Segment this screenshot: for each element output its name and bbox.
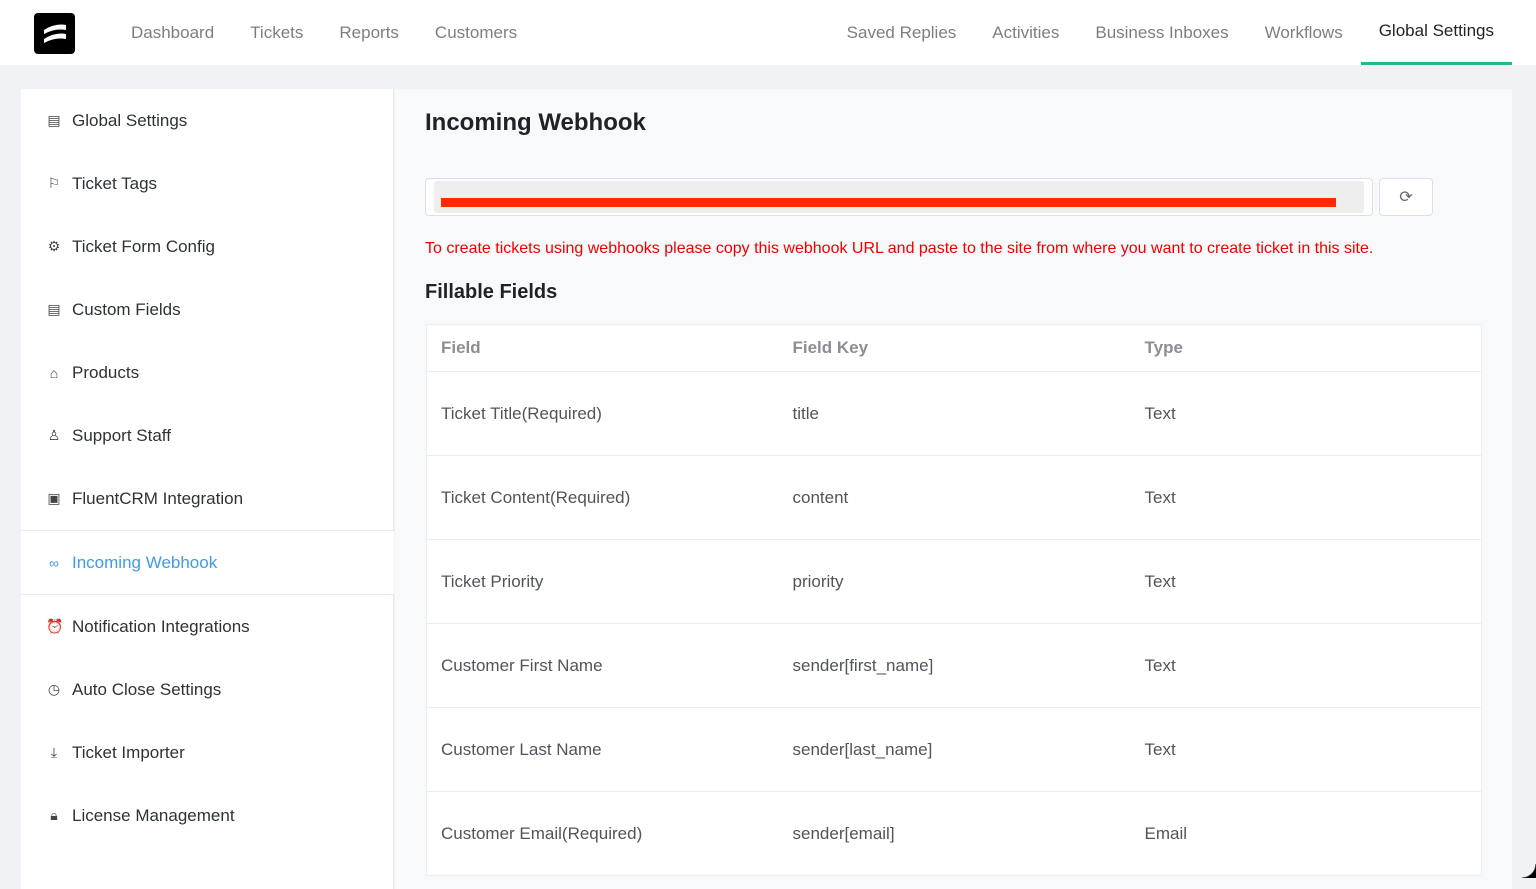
sidebar-item-global-settings[interactable]: ▤ Global Settings	[21, 89, 393, 152]
sidebar-item-label: Ticket Tags	[72, 173, 158, 193]
sidebar-item-ticket-importer[interactable]: ⤓ Ticket Importer	[21, 721, 393, 784]
table-row: Ticket Title(Required) title Text	[426, 371, 1482, 456]
bag-icon: ⌂	[49, 364, 59, 381]
cell-field-key: sender[last_name]	[778, 707, 1131, 792]
cell-type: Email	[1130, 791, 1482, 876]
lock-icon: 🔒︎	[50, 807, 58, 823]
sidebar-item-ticket-tags[interactable]: ⚐ Ticket Tags	[21, 152, 393, 215]
cell-field: Ticket Priority	[426, 539, 779, 624]
sidebar-item-auto-close-settings[interactable]: ◷ Auto Close Settings	[21, 658, 393, 721]
fillable-fields-title: Fillable Fields	[425, 281, 558, 303]
sidebar-item-label: Auto Close Settings	[72, 679, 222, 699]
sidebar-item-label: Global Settings	[72, 110, 188, 130]
webhook-url-field[interactable]	[425, 178, 1373, 216]
link-icon: ∞	[49, 554, 59, 571]
nav-tickets[interactable]: Tickets	[250, 22, 304, 42]
refresh-icon: ⟳	[1399, 189, 1413, 206]
sidebar-item-label: Notification Integrations	[72, 616, 250, 636]
sidebar-item-notification-integrations[interactable]: ⏰ Notification Integrations	[21, 595, 393, 658]
list-document-icon: ▤	[47, 301, 61, 317]
sidebar-item-label: Custom Fields	[72, 299, 181, 319]
table-row: Customer First Name sender[first_name] Tex…	[426, 623, 1482, 708]
sidebar-item-label: Products	[72, 362, 140, 382]
bookmark-icon: ⚐	[47, 175, 61, 191]
refresh-url-button[interactable]: ⟳	[1379, 178, 1433, 216]
cell-type: Text	[1130, 539, 1482, 624]
chip-icon: ▣	[47, 490, 61, 506]
sidebar-item-incoming-webhook[interactable]: ∞ Incoming Webhook	[21, 530, 394, 595]
sidebar-item-license-management[interactable]: 🔒︎ License Management	[21, 784, 393, 847]
alarm-icon: ⏰	[46, 618, 64, 634]
cell-field: Customer Email(Required)	[426, 791, 779, 876]
cell-field-key: sender[email]	[778, 791, 1131, 876]
column-header-field-key: Field Key	[778, 324, 1131, 372]
fillable-fields-table: Field Field Key Type Ticket Title(Requir…	[426, 324, 1482, 876]
settings-sidebar: ▤ Global Settings ⚐ Ticket Tags ⚙ Ticket Form…	[21, 89, 394, 889]
cell-type: Text	[1130, 707, 1482, 792]
table-row: Customer Email(Required) sender[email] Ema…	[426, 791, 1482, 876]
webhook-help-text: To create tickets using webhooks please …	[425, 240, 1374, 257]
main-panel: Incoming Webhook ⟳ To create tickets usi…	[395, 89, 1512, 889]
window-corner	[1522, 864, 1536, 878]
cell-field: Customer First Name	[426, 623, 779, 708]
user-icon: ♙	[47, 427, 61, 443]
document-icon: ▤	[47, 112, 61, 128]
download-icon: ⤓	[50, 744, 58, 760]
cell-field: Ticket Title(Required)	[426, 371, 779, 456]
nav-activities[interactable]: Activities	[992, 22, 1060, 42]
cell-field: Ticket Content(Required)	[426, 455, 779, 540]
nav-workflows[interactable]: Workflows	[1264, 22, 1343, 42]
cell-type: Text	[1130, 371, 1482, 456]
sidebar-item-products[interactable]: ⌂ Products	[21, 341, 393, 404]
sidebar-item-custom-fields[interactable]: ▤ Custom Fields	[21, 278, 393, 341]
app-logo[interactable]	[34, 13, 75, 54]
nav-dashboard[interactable]: Dashboard	[131, 22, 215, 42]
page-title: Incoming Webhook	[425, 109, 646, 136]
sidebar-item-fluentcrm-integration[interactable]: ▣ FluentCRM Integration	[21, 467, 393, 530]
cell-field-key: sender[first_name]	[778, 623, 1131, 708]
nav-global-settings[interactable]: Global Settings	[1360, 0, 1512, 65]
table-row: Customer Last Name sender[last_name] Text	[426, 707, 1482, 792]
sidebar-item-label: Support Staff	[72, 425, 171, 445]
cell-field-key: content	[778, 455, 1131, 540]
sidebar-item-ticket-form-config[interactable]: ⚙ Ticket Form Config	[21, 215, 393, 278]
nav-saved-replies[interactable]: Saved Replies	[846, 22, 957, 42]
sidebar-item-label: FluentCRM Integration	[72, 488, 244, 508]
cell-field: Customer Last Name	[426, 707, 779, 792]
nav-reports[interactable]: Reports	[339, 22, 399, 42]
sidebar-item-label: License Management	[72, 805, 235, 825]
sidebar-item-label: Incoming Webhook	[72, 552, 218, 572]
cell-type: Text	[1130, 623, 1482, 708]
cell-field-key: priority	[778, 539, 1131, 624]
redaction-mark	[441, 198, 1336, 207]
table-row: Ticket Content(Required) content Text	[426, 455, 1482, 540]
gear-icon: ⚙	[47, 238, 61, 254]
sidebar-item-label: Ticket Form Config	[72, 236, 215, 256]
cell-type: Text	[1130, 455, 1482, 540]
sidebar-item-support-staff[interactable]: ♙ Support Staff	[21, 404, 393, 467]
column-header-field: Field	[426, 324, 779, 372]
nav-business-inboxes[interactable]: Business Inboxes	[1095, 22, 1229, 42]
table-row: Ticket Priority priority Text	[426, 539, 1482, 624]
cell-field-key: title	[778, 371, 1131, 456]
nav-customers[interactable]: Customers	[434, 22, 518, 42]
column-header-type: Type	[1130, 324, 1482, 372]
timer-icon: ◷	[47, 681, 61, 697]
top-nav: Dashboard Tickets Reports Customers Save…	[0, 0, 1536, 65]
sidebar-item-label: Ticket Importer	[72, 742, 185, 762]
